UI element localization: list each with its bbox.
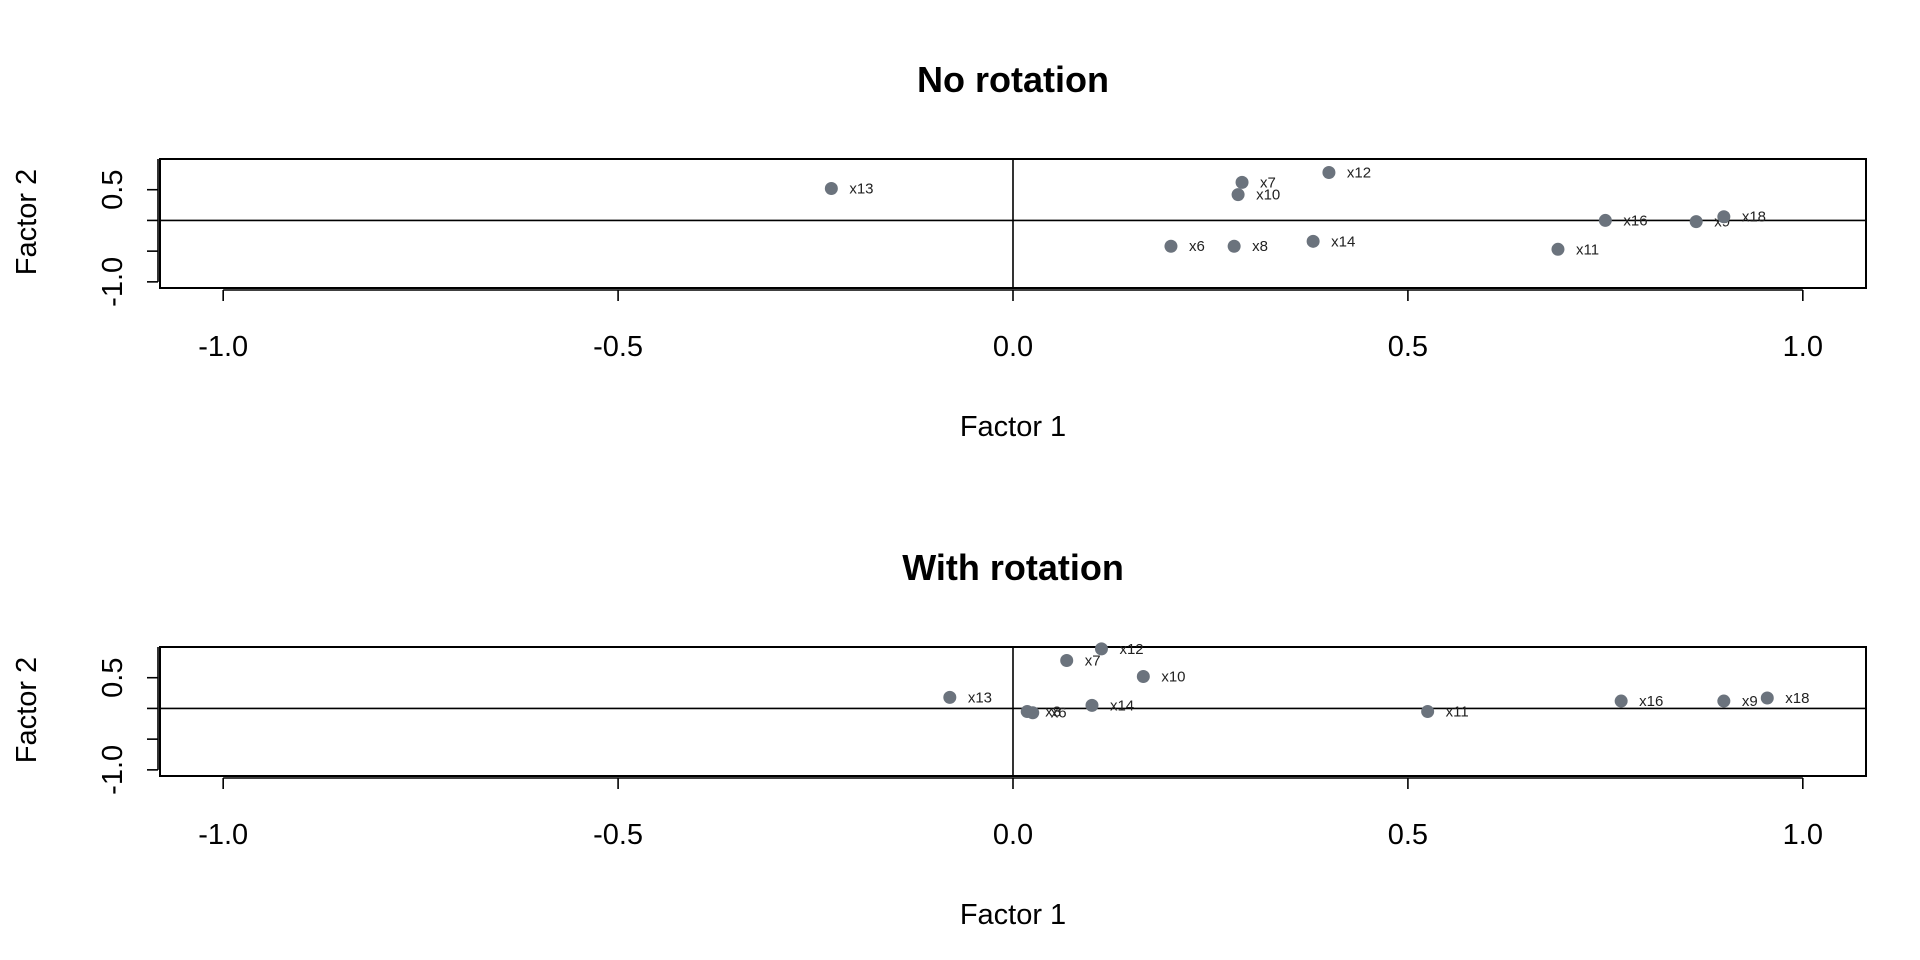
point-label: x13	[849, 180, 873, 197]
y-tick-label: -1.0	[97, 257, 129, 307]
data-point	[1094, 642, 1108, 656]
point-label: x11	[1446, 704, 1469, 721]
x-tick-label: 1.0	[1783, 331, 1823, 363]
x-tick-label: 0.5	[1388, 331, 1428, 363]
point-label: x12	[1119, 641, 1143, 658]
data-point	[1235, 175, 1249, 189]
point-label: x16	[1623, 212, 1647, 229]
data-point	[1227, 239, 1241, 253]
y-tick-label: 0.5	[97, 170, 129, 210]
point-label: x8	[1252, 238, 1268, 255]
point-label: x7	[1085, 653, 1101, 670]
x-tick-label: -0.5	[593, 331, 643, 363]
data-point	[1322, 166, 1336, 180]
y-tick-label: 0.5	[97, 658, 129, 698]
data-point	[1717, 210, 1731, 224]
chart-title: With rotation	[902, 547, 1124, 588]
point-label: x18	[1785, 690, 1809, 707]
data-point	[1717, 694, 1731, 708]
data-point	[1614, 694, 1628, 708]
point-label: x18	[1742, 209, 1766, 226]
x-axis-title: Factor 1	[960, 411, 1066, 443]
data-point	[1231, 188, 1245, 202]
data-point	[1598, 213, 1612, 227]
data-point	[1689, 215, 1703, 229]
point-label: x12	[1347, 165, 1371, 182]
point-label: x10	[1161, 668, 1185, 685]
x-tick-label: 0.0	[993, 331, 1033, 363]
x-tick-label: 0.0	[993, 819, 1033, 851]
point-label: x16	[1639, 693, 1663, 710]
x-tick-label: 1.0	[1783, 819, 1823, 851]
point-label: x7	[1260, 174, 1276, 191]
point-label: x14	[1331, 233, 1355, 250]
x-axis-title: Factor 1	[960, 899, 1066, 931]
y-tick-label: -1.0	[97, 745, 129, 795]
point-label: x6	[1189, 238, 1205, 255]
point-label: x14	[1110, 697, 1134, 714]
data-point	[1060, 654, 1074, 668]
data-point	[1136, 669, 1150, 683]
data-point	[1306, 234, 1320, 248]
point-label: x9	[1742, 693, 1758, 710]
data-point	[1421, 705, 1435, 718]
data-point	[824, 181, 838, 195]
data-point	[943, 690, 957, 704]
data-point	[1760, 691, 1774, 705]
point-label: x11	[1576, 241, 1599, 258]
point-label: x10	[1256, 187, 1280, 204]
data-point	[1164, 239, 1178, 253]
point-label: x8	[1045, 704, 1061, 721]
data-point	[1551, 242, 1565, 256]
x-tick-label: 0.5	[1388, 819, 1428, 851]
x-tick-label: -0.5	[593, 819, 643, 851]
x-tick-label: -1.0	[198, 819, 248, 851]
point-label: x13	[968, 689, 992, 706]
panel-no-rotation: No rotation Factor 1 Factor 2 -1.0 -0.5 0.…	[11, 59, 1867, 443]
y-axis-title: Factor 2	[11, 657, 43, 763]
panel-with-rotation: With rotation Factor 1 Factor 2 -1.0 -0.5…	[11, 547, 1867, 931]
x-tick-label: -1.0	[198, 331, 248, 363]
chart-title: No rotation	[917, 59, 1109, 100]
data-point	[1085, 698, 1099, 712]
point-label: x6	[1051, 705, 1067, 722]
data-point	[1026, 706, 1040, 720]
y-axis-title: Factor 2	[11, 169, 43, 275]
